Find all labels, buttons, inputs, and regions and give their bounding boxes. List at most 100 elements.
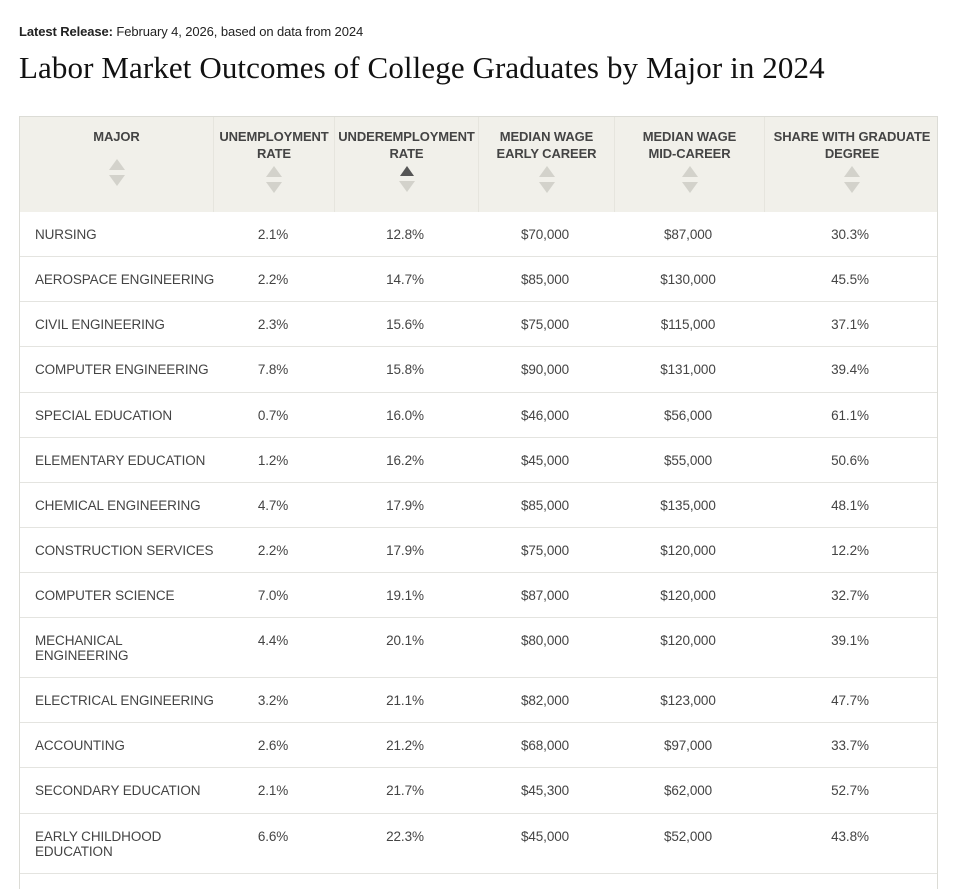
cell-share-graduate-degree: 52.7% <box>831 783 869 798</box>
cell-major: COMPUTER ENGINEERING <box>35 362 209 377</box>
cell-major: NURSING <box>35 227 97 242</box>
sort-descending-icon[interactable] <box>844 182 860 193</box>
cell-share-graduate-degree: 12.2% <box>831 543 869 558</box>
latest-release-label: Latest Release: <box>19 24 113 39</box>
column-header-label-line2: RATE <box>256 146 292 161</box>
cell-major: COMPUTER SCIENCE <box>35 588 175 603</box>
cell-share-graduate-degree: 47.7% <box>831 693 869 708</box>
sort-control[interactable] <box>538 166 555 193</box>
sort-control[interactable] <box>398 166 415 192</box>
cell-median-wage-mid-career: $115,000 <box>660 317 716 332</box>
cell-share-graduate-degree: 48.1% <box>831 498 869 513</box>
sort-ascending-icon[interactable] <box>844 166 860 177</box>
column-header-label: MEDIAN WAGE <box>642 129 737 144</box>
cell-median-wage-early-career: $90,000 <box>520 362 570 377</box>
sort-ascending-active-icon[interactable] <box>399 166 414 176</box>
cell-share-graduate-degree: 33.7% <box>831 738 869 753</box>
cell-underemployment-rate: 16.2% <box>386 453 424 468</box>
sort-descending-icon[interactable] <box>266 182 282 193</box>
cell-median-wage-mid-career: $120,000 <box>660 588 716 603</box>
cell-underemployment-rate: 12.8% <box>386 227 424 242</box>
table-row: CIVIL ENGINEERING 2.3% 15.6% $75,000 $115,00… <box>20 302 937 347</box>
column-header-underemployment-rate[interactable]: UNDEREMPLOYMENT RATE <box>334 117 478 212</box>
column-header-label: MEDIAN WAGE <box>499 129 594 144</box>
sort-ascending-icon[interactable] <box>108 159 125 170</box>
table-row: COMPUTER ENGINEERING 7.8% 15.8% $90,000 $131… <box>20 347 937 393</box>
column-header-share-graduate-degree[interactable]: SHARE WITH GRADUATE DEGREE <box>764 117 937 212</box>
cell-unemployment-rate: 4.7% <box>257 498 289 513</box>
cell-median-wage-mid-career: $56,000 <box>663 408 713 423</box>
column-header-label-line2: EARLY CAREER <box>496 146 597 161</box>
cell-median-wage-early-career: $68,000 <box>520 738 570 753</box>
cell-underemployment-rate: 21.7% <box>386 783 424 798</box>
table-body: NURSING 2.1% 12.8% $70,000 $87,000 30.3% AEROS… <box>20 212 937 889</box>
column-header-label-line2: DEGREE <box>824 146 880 161</box>
cell-share-graduate-degree: 39.4% <box>831 362 869 377</box>
table-row: ACCOUNTING 2.6% 21.2% $68,000 $97,000 33.7% <box>20 723 937 768</box>
table-row: NURSING 2.1% 12.8% $70,000 $87,000 30.3% <box>20 212 937 257</box>
cell-underemployment-rate: 22.3% <box>386 829 424 844</box>
table-row: COMPUTER SCIENCE 7.0% 19.1% $87,000 $120,000… <box>20 573 937 618</box>
cell-major: SPECIAL EDUCATION <box>35 408 173 423</box>
cell-share-graduate-degree: 39.1% <box>831 633 869 648</box>
cell-median-wage-early-career: $75,000 <box>520 543 570 558</box>
cell-median-wage-mid-career: $135,000 <box>660 498 716 513</box>
cell-major: ELEMENTARY EDUCATION <box>35 453 206 468</box>
column-header-median-wage-mid-career[interactable]: MEDIAN WAGE MID-CAREER <box>614 117 764 212</box>
cell-median-wage-mid-career: $120,000 <box>660 633 716 648</box>
cell-unemployment-rate: 6.6% <box>257 829 289 844</box>
table-row: MECHANICAL ENGINEERING 4.4% 20.1% $80,000 $1… <box>20 618 937 678</box>
table-row: EARLY CHILDHOOD EDUCATION 6.6% 22.3% $45,00… <box>20 814 937 874</box>
cell-unemployment-rate: 0.7% <box>257 408 289 423</box>
cell-share-graduate-degree: 32.7% <box>831 588 869 603</box>
sort-control[interactable] <box>844 166 860 193</box>
cell-underemployment-rate: 15.8% <box>386 362 424 377</box>
column-header-label-line2: MID-CAREER <box>648 146 731 161</box>
table-row: CHEMICAL ENGINEERING 4.7% 17.9% $85,000 $135… <box>20 483 937 528</box>
table-row: ELEMENTARY EDUCATION 1.2% 16.2% $45,000 $55,… <box>20 438 937 483</box>
cell-underemployment-rate: 15.6% <box>386 317 424 332</box>
cell-median-wage-mid-career: $120,000 <box>660 543 716 558</box>
cell-median-wage-mid-career: $131,000 <box>660 362 716 377</box>
cell-median-wage-early-career: $46,000 <box>520 408 570 423</box>
cell-unemployment-rate: 1.2% <box>257 453 289 468</box>
column-header-median-wage-early-career[interactable]: MEDIAN WAGE EARLY CAREER <box>478 117 614 212</box>
column-header-label-line2: RATE <box>389 146 424 161</box>
column-header-label: MAJOR <box>93 129 140 144</box>
column-header-unemployment-rate[interactable]: UNEMPLOYMENT RATE <box>213 117 334 212</box>
cell-median-wage-early-career: $87,000 <box>520 588 570 603</box>
cell-unemployment-rate: 7.8% <box>257 362 289 377</box>
column-header-major[interactable]: MAJOR <box>20 117 213 212</box>
sort-ascending-icon[interactable] <box>538 166 555 177</box>
table-row: CONSTRUCTION SERVICES 2.2% 17.9% $75,000 $12… <box>20 528 937 573</box>
cell-major: MECHANICAL ENGINEERING <box>35 633 129 663</box>
cell-underemployment-rate: 21.2% <box>386 738 424 753</box>
cell-underemployment-rate: 16.0% <box>386 408 424 423</box>
sort-control[interactable] <box>266 166 282 193</box>
column-header-label: UNEMPLOYMENT <box>219 129 329 144</box>
cell-unemployment-rate: 4.4% <box>257 633 289 648</box>
sort-descending-icon[interactable] <box>681 182 698 193</box>
cell-unemployment-rate: 2.3% <box>257 317 289 332</box>
cell-share-graduate-degree: 45.5% <box>831 272 869 287</box>
cell-share-graduate-degree: 37.1% <box>831 317 869 332</box>
cell-median-wage-early-career: $75,000 <box>520 317 570 332</box>
cell-underemployment-rate: 14.7% <box>386 272 424 287</box>
cell-median-wage-mid-career: $62,000 <box>663 783 713 798</box>
sort-descending-icon[interactable] <box>108 175 125 186</box>
sort-descending-icon[interactable] <box>538 182 555 193</box>
sort-ascending-icon[interactable] <box>681 166 698 177</box>
cell-unemployment-rate: 2.1% <box>257 227 289 242</box>
latest-release-line: Latest Release: February 4, 2026, based … <box>19 24 363 39</box>
cell-unemployment-rate: 2.6% <box>257 738 289 753</box>
sort-control[interactable] <box>108 159 125 186</box>
sort-ascending-icon[interactable] <box>266 166 282 177</box>
cell-major: EARLY CHILDHOOD EDUCATION <box>35 829 162 859</box>
table-row: ELECTRICAL ENGINEERING 3.2% 21.1% $82,000 $1… <box>20 678 937 723</box>
cell-median-wage-mid-career: $55,000 <box>663 453 713 468</box>
cell-median-wage-early-career: $85,000 <box>520 272 570 287</box>
column-header-label: UNDEREMPLOYMENT <box>338 129 475 144</box>
sort-control[interactable] <box>681 166 698 193</box>
sort-descending-icon[interactable] <box>398 181 415 192</box>
cell-share-graduate-degree: 43.8% <box>831 829 869 844</box>
